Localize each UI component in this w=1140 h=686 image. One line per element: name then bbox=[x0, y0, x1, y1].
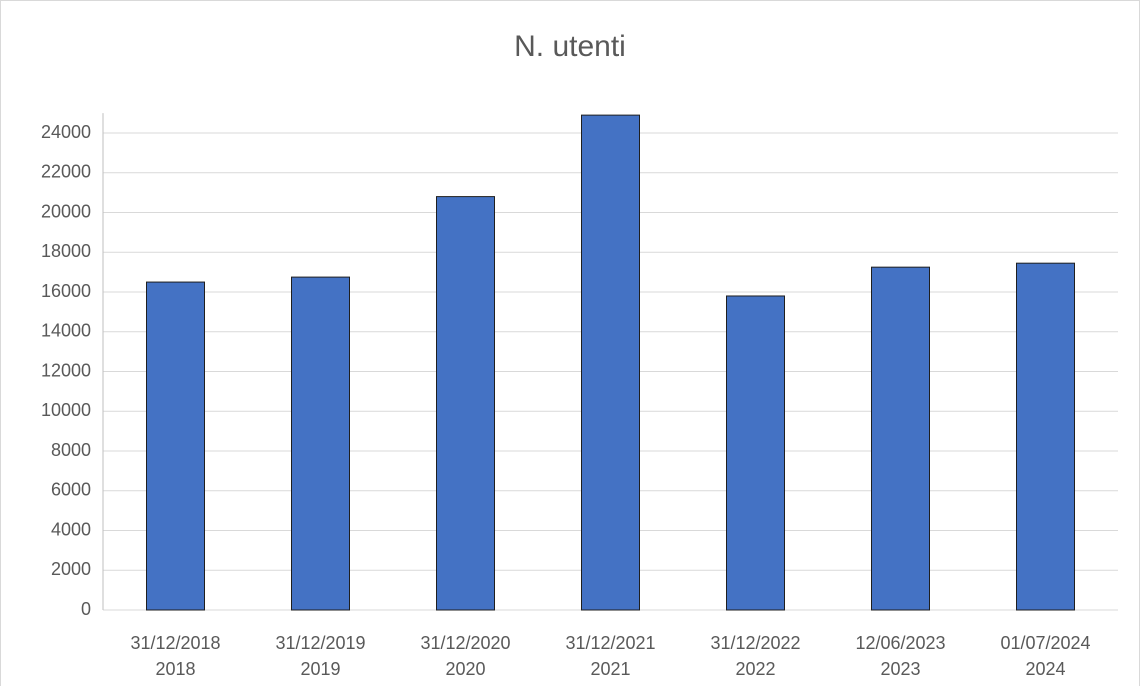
y-tick-label: 0 bbox=[81, 599, 91, 619]
x-group-label: 2021 bbox=[590, 659, 630, 679]
x-tick-label: 01/07/2024 bbox=[1000, 633, 1090, 653]
bar bbox=[146, 281, 205, 611]
y-tick-label: 6000 bbox=[51, 480, 91, 500]
bar bbox=[1016, 262, 1075, 611]
y-tick-label: 4000 bbox=[51, 519, 91, 539]
x-tick-label: 31/12/2021 bbox=[565, 633, 655, 653]
bar bbox=[436, 196, 495, 611]
x-tick-label: 31/12/2019 bbox=[275, 633, 365, 653]
y-tick-label: 16000 bbox=[41, 281, 91, 301]
y-tick-label: 12000 bbox=[41, 360, 91, 380]
bar bbox=[581, 114, 640, 611]
x-group-label: 2022 bbox=[735, 659, 775, 679]
bar bbox=[726, 295, 785, 611]
y-tick-label: 10000 bbox=[41, 400, 91, 420]
x-tick-label: 12/06/2023 bbox=[855, 633, 945, 653]
y-tick-label: 22000 bbox=[41, 162, 91, 182]
y-tick-label: 24000 bbox=[41, 122, 91, 142]
y-tick-label: 20000 bbox=[41, 201, 91, 221]
x-tick-label: 31/12/2020 bbox=[420, 633, 510, 653]
x-group-label: 2018 bbox=[155, 659, 195, 679]
x-group-label: 2023 bbox=[880, 659, 920, 679]
x-group-label: 2024 bbox=[1025, 659, 1065, 679]
bar bbox=[871, 266, 930, 611]
x-tick-label: 31/12/2022 bbox=[710, 633, 800, 653]
x-group-label: 2019 bbox=[300, 659, 340, 679]
chart-title: N. utenti bbox=[514, 30, 626, 63]
y-tick-label: 2000 bbox=[51, 559, 91, 579]
x-group-label: 2020 bbox=[445, 659, 485, 679]
y-tick-label: 8000 bbox=[51, 440, 91, 460]
y-tick-label: 14000 bbox=[41, 321, 91, 341]
x-tick-label: 31/12/2018 bbox=[130, 633, 220, 653]
bar bbox=[291, 276, 350, 611]
y-tick-label: 18000 bbox=[41, 241, 91, 261]
